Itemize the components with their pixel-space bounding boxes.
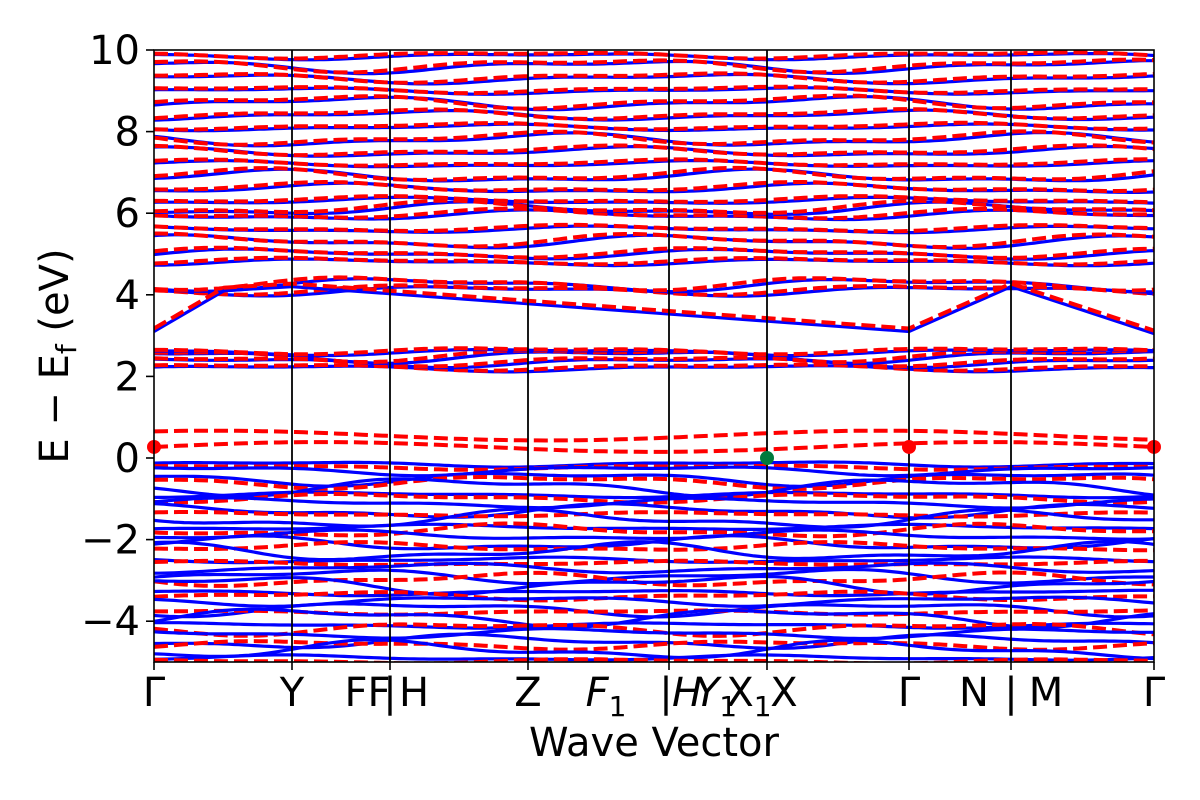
x-tick-label-8: | (659, 670, 672, 716)
blue-band-val-21 (154, 627, 1154, 641)
x-tick-label-13: Γ (898, 670, 921, 716)
blue-band-val-7 (154, 507, 1154, 529)
red-band-hi-10 (154, 206, 1154, 221)
red-band-dispersive (154, 281, 1154, 333)
red-band-hi-3 (154, 346, 1154, 357)
red-band-hi-24 (154, 50, 1154, 61)
red-band-hi-8 (154, 231, 1154, 249)
x-tick-label-0: Γ (143, 670, 166, 716)
blue-band-dispersive (154, 284, 1154, 336)
x-tick-label-16: M (1029, 670, 1064, 716)
red-band-hi-18 (154, 120, 1154, 132)
plot-frame (153, 49, 1155, 663)
red-band-hi-0 (154, 362, 1154, 373)
y-tick-label-4: 4 (115, 273, 140, 319)
red-band-cond-0 (154, 440, 1154, 454)
blue-band-val-14 (154, 567, 1154, 586)
blue-band-val-19 (154, 607, 1154, 630)
x-tick-label-17: Γ (1143, 670, 1166, 716)
blue-band-hi-20 (154, 95, 1154, 112)
blue-band-val-15 (154, 574, 1154, 597)
red-band-val-6 (154, 510, 1154, 519)
x-tick-label-9: H (672, 670, 702, 716)
y-axis-label: E − Ef (eV) (32, 248, 83, 463)
red-band-hi-20 (154, 93, 1154, 111)
y-tick-label-5: 6 (115, 191, 140, 237)
red-band-val-16 (154, 589, 1154, 603)
x-tick-label-10: Y1 (695, 670, 737, 723)
red-band-val-8 (154, 521, 1154, 539)
red-band-hi-16 (154, 143, 1154, 158)
blue-band-val-20 (154, 621, 1154, 630)
x-axis-label: Wave Vector (529, 720, 780, 766)
blue-band-val-9 (154, 528, 1154, 541)
blue-band-val-8 (154, 522, 1154, 531)
blue-band-val-23 (154, 637, 1154, 661)
red-band-hi-22 (154, 71, 1154, 85)
red-band-hi-15 (154, 157, 1154, 168)
blue-band-val-22 (154, 632, 1154, 650)
red-band-hi-9 (154, 222, 1154, 234)
red-band-hi-6 (154, 255, 1154, 267)
blue-band-val-1 (154, 465, 1154, 478)
red-band-val-4 (154, 492, 1154, 505)
x-tick-label-3: F (367, 670, 390, 716)
x-tick-label-14: N (959, 670, 989, 716)
x-tick-label-12: X (770, 670, 797, 716)
marker-3 (760, 451, 774, 465)
kpoint-divider-lines (291, 50, 1012, 662)
marker-1 (902, 439, 916, 454)
x-tick-label-6: Z (514, 670, 541, 716)
y-tick-label-3: 2 (115, 354, 140, 400)
red-band-hi-12 (154, 194, 1154, 205)
y-axis: −4 −2 0 2 4 6 8 10 (81, 28, 154, 645)
y-tick-label-6: 8 (115, 110, 140, 156)
y-tick-label-2: 0 (115, 436, 140, 482)
red-band-hi-17 (154, 129, 1154, 147)
red-band-hi-13 (154, 180, 1154, 193)
x-tick-label-4: | (383, 670, 396, 716)
x-tick-label-2: F (344, 670, 367, 716)
y-tick-label-1: −2 (81, 518, 140, 564)
blue-band-val-3 (154, 477, 1154, 499)
blue-band-val-6 (154, 502, 1154, 520)
x-tick-label-5: H (399, 670, 429, 716)
red-band-hi-14 (154, 165, 1154, 182)
x-tick-label-7: F1 (586, 670, 627, 723)
band-lines (154, 50, 1154, 662)
red-band-hi-21 (154, 84, 1154, 96)
blue-band-val-13 (154, 561, 1154, 575)
red-band-hi-19 (154, 107, 1154, 121)
red-band-cond-1 (154, 428, 1154, 443)
red-band-hi-23 (154, 57, 1154, 75)
x-tick-label-11: X1 (726, 670, 771, 723)
x-tick-label-1: Y (279, 670, 305, 716)
red-band-val-10 (154, 540, 1154, 553)
red-band-hi-5 (154, 275, 1154, 293)
blue-band-val-0 (154, 460, 1154, 469)
x-tick-label-15: | (1004, 670, 1017, 716)
red-band-hi-11 (154, 198, 1154, 215)
red-band-val-14 (154, 570, 1154, 588)
blue-band-val-5 (154, 496, 1154, 510)
red-band-hi-7 (154, 245, 1154, 260)
y-tick-label-0: −4 (81, 599, 140, 645)
y-tick-label-7: 10 (89, 28, 140, 74)
